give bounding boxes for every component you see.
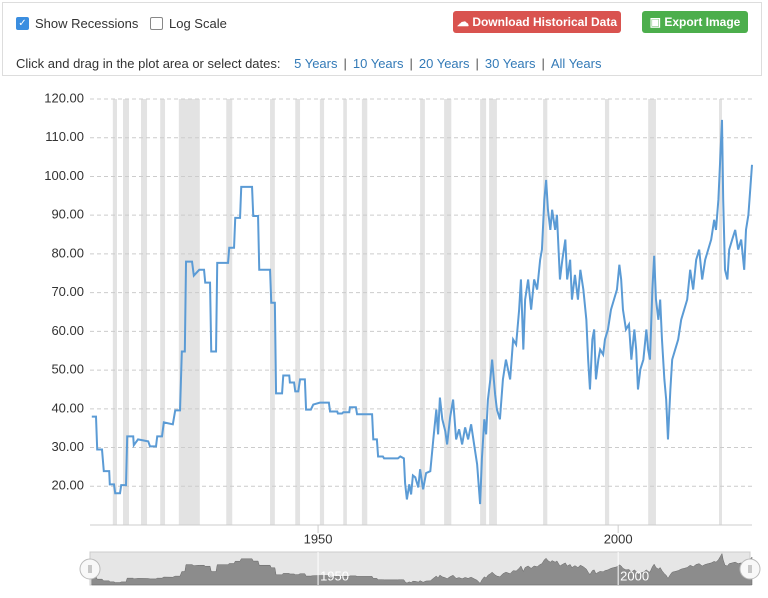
label: Log Scale [169,16,227,31]
separator: | [475,56,479,71]
recession-band [123,99,130,525]
recession-band [604,99,610,525]
y-tick-label: 100.00 [44,168,84,183]
range-link[interactable]: All Years [550,56,602,71]
range-link[interactable]: 30 Years [484,56,536,71]
separator: | [409,56,413,71]
y-tick-label: 90.00 [51,207,84,222]
navigator-label: 1950 [320,568,349,583]
show-recessions[interactable]: ✓ Show Recessions [16,16,138,31]
y-tick-label: 20.00 [51,478,84,493]
recession-band [178,99,200,525]
x-tick-label: 1950 [304,531,333,546]
recession-band [319,99,325,525]
label: Export Image [664,15,741,29]
controls: ✓ Show Recessions Log Scale ☁ Download Hi… [2,2,762,76]
x-tick-label: 2000 [604,531,633,546]
y-tick-label: 110.00 [45,129,84,144]
separator: | [343,56,347,71]
y-tick-label: 120.00 [44,90,84,105]
navigator-handle[interactable] [79,558,101,580]
download-button[interactable]: ☁ Download Historical Data [453,11,621,33]
y-tick-label: 70.00 [51,284,84,299]
recession-band [489,99,497,525]
label: Download Historical Data [472,15,618,29]
checkbox[interactable] [150,17,163,30]
export-button[interactable]: ▣ Export Image [642,11,748,33]
prompt: Click and drag in the plot area or selec… [16,56,281,71]
log-scale[interactable]: Log Scale [150,16,227,31]
recession-band [160,99,166,525]
navigator-area [91,552,753,586]
recession-band [444,99,452,525]
data-line [91,119,753,505]
range-link[interactable]: 5 Years [294,56,338,71]
range-link[interactable]: 20 Years [418,56,470,71]
y-tick-label: 50.00 [51,362,84,377]
recession-band [361,99,368,525]
range-link[interactable]: 10 Years [352,56,404,71]
recession-band [718,99,722,525]
recession-band [141,99,148,525]
label: Show Recessions [35,16,139,31]
recession-band [270,99,275,525]
recession-band [343,99,347,525]
recession-band [480,99,487,525]
range-row: Click and drag in the plot area or selec… [16,56,601,71]
recession-band [295,99,301,525]
separator: | [541,56,545,71]
recession-band [543,99,548,525]
navigator-handle[interactable] [739,558,761,580]
y-tick-label: 30.00 [51,439,84,454]
navigator-label: 2000 [620,568,649,583]
recession-band [420,99,425,525]
y-tick-label: 40.00 [51,400,84,415]
checkbox[interactable]: ✓ [16,17,29,30]
y-tick-label: 60.00 [51,323,84,338]
recession-band [226,99,233,525]
recession-band [112,99,118,525]
y-tick-label: 80.00 [51,245,84,260]
